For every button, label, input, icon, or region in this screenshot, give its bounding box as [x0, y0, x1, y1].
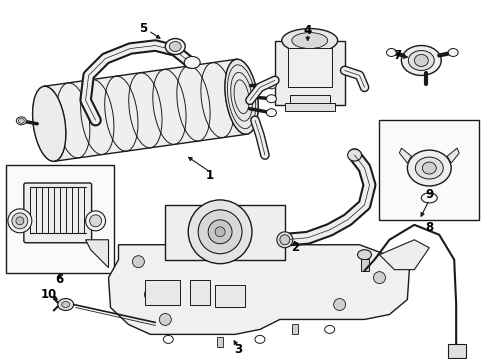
Bar [217, 337, 223, 347]
Text: 5: 5 [139, 22, 147, 35]
Ellipse shape [414, 157, 442, 179]
Polygon shape [379, 240, 428, 270]
Text: 4: 4 [303, 24, 311, 37]
Ellipse shape [279, 235, 289, 245]
Polygon shape [85, 240, 108, 268]
Ellipse shape [8, 209, 32, 233]
Ellipse shape [291, 32, 327, 49]
Ellipse shape [447, 49, 457, 57]
Ellipse shape [169, 41, 181, 51]
Bar [289, 95, 329, 107]
Bar [215, 285, 244, 306]
Ellipse shape [198, 210, 242, 254]
Ellipse shape [224, 59, 258, 134]
Ellipse shape [373, 272, 385, 284]
Ellipse shape [188, 200, 251, 264]
Ellipse shape [165, 39, 185, 54]
Bar [291, 324, 297, 334]
Ellipse shape [61, 302, 69, 307]
Polygon shape [108, 245, 408, 334]
Text: 7: 7 [392, 49, 401, 62]
Bar [190, 280, 210, 305]
Ellipse shape [386, 49, 396, 57]
Ellipse shape [401, 45, 440, 75]
Polygon shape [399, 148, 410, 163]
Ellipse shape [407, 50, 433, 71]
Ellipse shape [413, 54, 427, 67]
FancyBboxPatch shape [24, 183, 91, 243]
Text: 2: 2 [290, 241, 298, 254]
Ellipse shape [333, 298, 345, 310]
Ellipse shape [159, 314, 171, 325]
Ellipse shape [266, 95, 276, 103]
Bar [285, 103, 334, 111]
Ellipse shape [144, 289, 156, 301]
Ellipse shape [276, 232, 292, 248]
Bar [447, 345, 465, 358]
Text: 10: 10 [41, 288, 57, 301]
Ellipse shape [357, 250, 371, 260]
Ellipse shape [33, 86, 66, 161]
Ellipse shape [215, 227, 224, 237]
Ellipse shape [208, 220, 232, 244]
Ellipse shape [12, 213, 28, 229]
Ellipse shape [16, 117, 26, 125]
Text: 6: 6 [56, 273, 64, 286]
Ellipse shape [18, 118, 24, 123]
Ellipse shape [407, 150, 450, 186]
Bar [165, 205, 285, 260]
Text: 1: 1 [205, 168, 214, 181]
Ellipse shape [85, 211, 105, 231]
Ellipse shape [266, 81, 276, 89]
Bar [360, 259, 368, 271]
Text: 8: 8 [424, 221, 432, 234]
Ellipse shape [281, 28, 337, 53]
Ellipse shape [347, 149, 361, 161]
Text: 9: 9 [424, 188, 432, 202]
Polygon shape [447, 148, 458, 163]
Bar [287, 48, 331, 87]
Polygon shape [44, 59, 246, 161]
Ellipse shape [422, 162, 435, 174]
Ellipse shape [16, 217, 24, 225]
Ellipse shape [266, 109, 276, 117]
Ellipse shape [132, 256, 144, 268]
Text: 3: 3 [233, 343, 242, 356]
Ellipse shape [58, 298, 74, 310]
Ellipse shape [89, 215, 102, 227]
Ellipse shape [184, 57, 200, 68]
Bar [274, 41, 344, 105]
Bar [6, 165, 113, 273]
Bar [379, 120, 478, 220]
Bar [145, 280, 180, 305]
